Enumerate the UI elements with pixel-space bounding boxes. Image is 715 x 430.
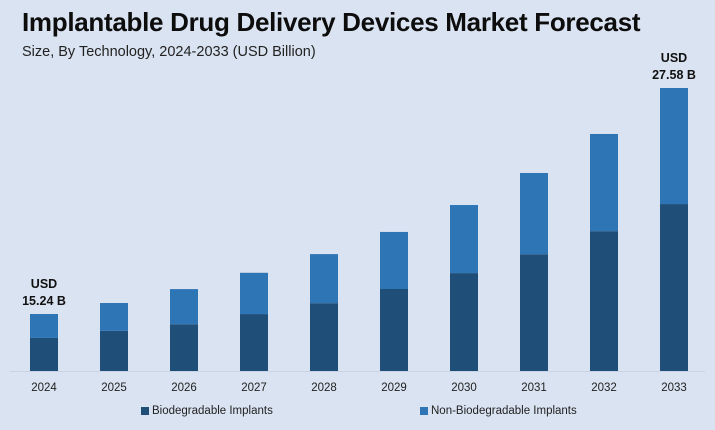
data-label-2024-line2: 15.24 B: [22, 294, 66, 308]
bar-biodegradable-2032: [590, 231, 618, 371]
x-tick-label: 2031: [521, 382, 547, 394]
bar-non-biodegradable-2031: [520, 172, 548, 255]
x-tick-label: 2024: [31, 382, 57, 394]
bar-non-biodegradable-2025: [100, 303, 128, 331]
bar-non-biodegradable-2030: [450, 205, 478, 274]
data-label-2033-line1: USD: [661, 51, 687, 65]
data-label-2033-line2: 27.58 B: [652, 68, 696, 82]
bar-biodegradable-2025: [100, 330, 128, 371]
bar-non-biodegradable-2028: [310, 254, 338, 304]
bar-non-biodegradable-2026: [170, 289, 198, 325]
bar-non-biodegradable-2024: [30, 314, 58, 338]
bar-biodegradable-2033: [660, 204, 688, 371]
bar-biodegradable-2026: [170, 324, 198, 371]
bar-non-biodegradable-2033: [660, 88, 688, 205]
bar-non-biodegradable-2027: [240, 272, 268, 315]
data-label-2024-line1: USD: [31, 277, 57, 291]
legend-item-biodegradable: Biodegradable Implants: [141, 405, 273, 417]
bar-biodegradable-2027: [240, 314, 268, 371]
bar-biodegradable-2024: [30, 337, 58, 371]
bar-non-biodegradable-2029: [380, 231, 408, 289]
legend-label-non-biodegradable: Non-Biodegradable Implants: [431, 405, 577, 417]
x-tick-label: 2026: [171, 382, 197, 394]
bar-non-biodegradable-2032: [590, 133, 618, 232]
legend-label-biodegradable: Biodegradable Implants: [152, 405, 273, 417]
chart-title: Implantable Drug Delivery Devices Market…: [22, 7, 641, 37]
x-tick-label: 2029: [381, 382, 407, 394]
bar-biodegradable-2031: [520, 254, 548, 371]
x-tick-label: 2030: [451, 382, 477, 394]
x-tick-label: 2025: [101, 382, 127, 394]
bar-biodegradable-2030: [450, 273, 478, 371]
legend-swatch-biodegradable: [141, 407, 149, 415]
x-tick-label: 2028: [311, 382, 337, 394]
chart-subtitle: Size, By Technology, 2024-2033 (USD Bill…: [22, 44, 316, 60]
x-tick-label: 2033: [661, 382, 687, 394]
legend-item-non-biodegradable: Non-Biodegradable Implants: [420, 405, 577, 417]
bar-biodegradable-2028: [310, 303, 338, 371]
x-tick-label: 2027: [241, 382, 267, 394]
legend-swatch-non-biodegradable: [420, 407, 428, 415]
x-tick-label: 2032: [591, 382, 617, 394]
bar-biodegradable-2029: [380, 288, 408, 371]
